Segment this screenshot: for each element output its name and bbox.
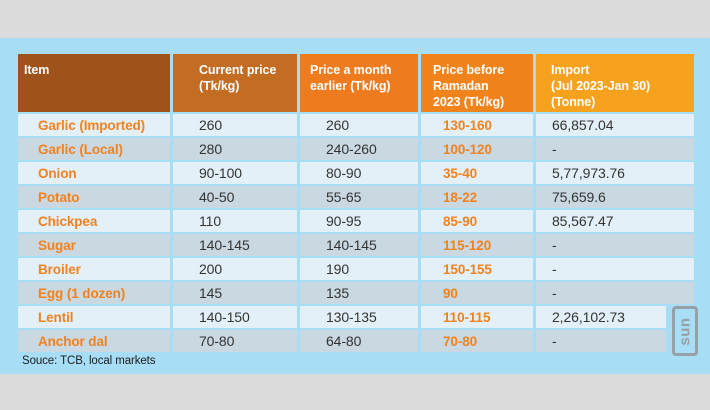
item-cell: Sugar <box>18 234 170 256</box>
daily-sun-logo: sun <box>672 306 698 356</box>
daily-sun-logo-text: sun <box>676 316 694 346</box>
current-price-cell: 90-100 <box>173 162 297 184</box>
import-tonne-cell: 85,567.47 <box>536 210 694 232</box>
before-ramadan-price-cell: 115-120 <box>421 234 533 256</box>
month-earlier-price-cell: 80-90 <box>300 162 418 184</box>
before-ramadan-price-cell: 150-155 <box>421 258 533 280</box>
header-month-earlier-price: Price a month earlier (Tk/kg) <box>300 54 418 112</box>
import-tonne-cell: - <box>536 258 694 280</box>
item-cell: Onion <box>18 162 170 184</box>
header-current-price: Current price (Tk/kg) <box>173 54 297 112</box>
item-cell: Garlic (Local) <box>18 138 170 160</box>
month-earlier-price-cell: 55-65 <box>300 186 418 208</box>
import-tonne-cell: 66,857.04 <box>536 114 694 136</box>
source-note: Souce: TCB, local markets <box>22 355 156 367</box>
item-cell: Lentil <box>18 306 170 328</box>
month-earlier-price-cell: 260 <box>300 114 418 136</box>
current-price-cell: 140-145 <box>173 234 297 256</box>
import-tonne-cell: - <box>536 138 694 160</box>
import-tonne-cell: 2,26,102.73 <box>536 306 694 328</box>
current-price-cell: 140-150 <box>173 306 297 328</box>
current-price-cell: 70-80 <box>173 330 297 352</box>
import-tonne-cell: - <box>536 234 694 256</box>
import-tonne-cell: - <box>536 330 694 352</box>
before-ramadan-price-cell: 35-40 <box>421 162 533 184</box>
month-earlier-price-cell: 135 <box>300 282 418 304</box>
header-import-tonne: Import (Jul 2023-Jan 30) (Tonne) <box>536 54 694 112</box>
before-ramadan-price-cell: 110-115 <box>421 306 533 328</box>
import-tonne-cell: 5,77,973.76 <box>536 162 694 184</box>
item-cell: Anchor dal <box>18 330 170 352</box>
month-earlier-price-cell: 64-80 <box>300 330 418 352</box>
current-price-cell: 260 <box>173 114 297 136</box>
item-cell: Chickpea <box>18 210 170 232</box>
current-price-cell: 145 <box>173 282 297 304</box>
before-ramadan-price-cell: 85-90 <box>421 210 533 232</box>
before-ramadan-price-cell: 70-80 <box>421 330 533 352</box>
item-cell: Garlic (Imported) <box>18 114 170 136</box>
month-earlier-price-cell: 90-95 <box>300 210 418 232</box>
month-earlier-price-cell: 190 <box>300 258 418 280</box>
current-price-cell: 40-50 <box>173 186 297 208</box>
month-earlier-price-cell: 240-260 <box>300 138 418 160</box>
item-cell: Broiler <box>18 258 170 280</box>
current-price-cell: 110 <box>173 210 297 232</box>
before-ramadan-price-cell: 90 <box>421 282 533 304</box>
current-price-cell: 280 <box>173 138 297 160</box>
import-tonne-cell: - <box>536 282 694 304</box>
header-item: Item <box>18 54 170 112</box>
before-ramadan-price-cell: 130-160 <box>421 114 533 136</box>
import-tonne-cell: 75,659.6 <box>536 186 694 208</box>
month-earlier-price-cell: 130-135 <box>300 306 418 328</box>
item-cell: Egg (1 dozen) <box>18 282 170 304</box>
header-before-ramadan-price: Price before Ramadan 2023 (Tk/kg) <box>421 54 533 112</box>
current-price-cell: 200 <box>173 258 297 280</box>
commodity-price-table: Item Current price (Tk/kg) Price a month e… <box>18 54 694 352</box>
before-ramadan-price-cell: 100-120 <box>421 138 533 160</box>
before-ramadan-price-cell: 18-22 <box>421 186 533 208</box>
item-cell: Potato <box>18 186 170 208</box>
month-earlier-price-cell: 140-145 <box>300 234 418 256</box>
